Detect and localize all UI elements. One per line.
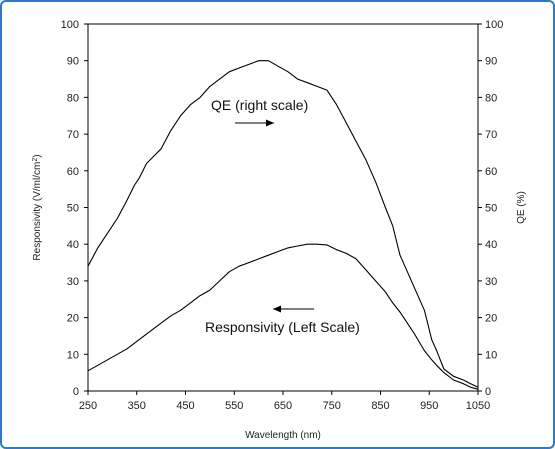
arrow-responsivity-head — [273, 305, 281, 313]
y-axis-label-right: QE (%) — [516, 191, 527, 224]
y-tick-label-right: 50 — [485, 203, 497, 215]
y-tick-label-right: 70 — [485, 129, 497, 141]
arrow-qe-head — [266, 119, 274, 127]
y-tick-label-left: 100 — [61, 19, 79, 31]
y-tick-label-right: 60 — [485, 166, 497, 178]
y-tick-label-left: 70 — [67, 129, 79, 141]
x-axis-label: Wavelength (nm) — [245, 430, 321, 441]
plot-area-border — [87, 23, 479, 392]
y-tick-label-right: 40 — [485, 239, 497, 251]
x-tick-label: 650 — [274, 400, 292, 412]
y-tick-label-left: 10 — [67, 349, 79, 361]
y-tick-label-left: 90 — [67, 56, 79, 68]
x-tick-label: 950 — [420, 400, 438, 412]
y-axis-label-left-close: ) — [32, 154, 43, 157]
y-tick-label-left: 30 — [67, 276, 79, 288]
x-tick-label: 350 — [128, 400, 146, 412]
y-tick-label-right: 90 — [485, 56, 497, 68]
y-axis-label-left-text: Responsivity (V/ml/cm — [32, 162, 43, 261]
y-tick-label-right: 0 — [485, 386, 491, 398]
y-axis-label-left: Responsivity (V/ml/cm2) — [32, 154, 44, 260]
y-tick-label-right: 30 — [485, 276, 497, 288]
y-tick-label-left: 80 — [67, 92, 79, 104]
y-tick-label-right: 100 — [485, 19, 503, 31]
annotation-responsivity: Responsivity (Left Scale) — [205, 319, 360, 335]
y-tick-label-left: 50 — [67, 203, 79, 215]
series-line-qe — [87, 60, 479, 388]
y-tick-label-right: 80 — [485, 92, 497, 104]
y-axis-label-left-sup: 2 — [32, 158, 39, 162]
y-tick-label-left: 0 — [73, 386, 79, 398]
labels-group: Wavelength (nm) Responsivity (V/ml/cm2) … — [32, 97, 528, 441]
series-lines-group — [87, 60, 479, 390]
series-line-responsivity — [87, 243, 479, 390]
y-tick-label-left: 20 — [67, 313, 79, 325]
annotation-arrows-group — [235, 119, 314, 313]
x-tick-label: 1050 — [466, 400, 490, 412]
x-tick-label: 550 — [225, 400, 243, 412]
ticks-group: 250 350 450 550 650 750 850 950 1050010203040506… — [61, 19, 504, 412]
y-tick-label-right: 10 — [485, 349, 497, 361]
x-tick-label: 450 — [176, 400, 194, 412]
x-tick-label: 750 — [323, 400, 341, 412]
y-tick-label-right: 20 — [485, 313, 497, 325]
axes-group — [87, 23, 479, 392]
y-tick-label-left: 40 — [67, 239, 79, 251]
x-tick-label: 850 — [371, 400, 389, 412]
x-tick-label: 250 — [79, 400, 97, 412]
annotation-qe: QE (right scale) — [211, 97, 308, 113]
y-tick-label-left: 60 — [67, 166, 79, 178]
